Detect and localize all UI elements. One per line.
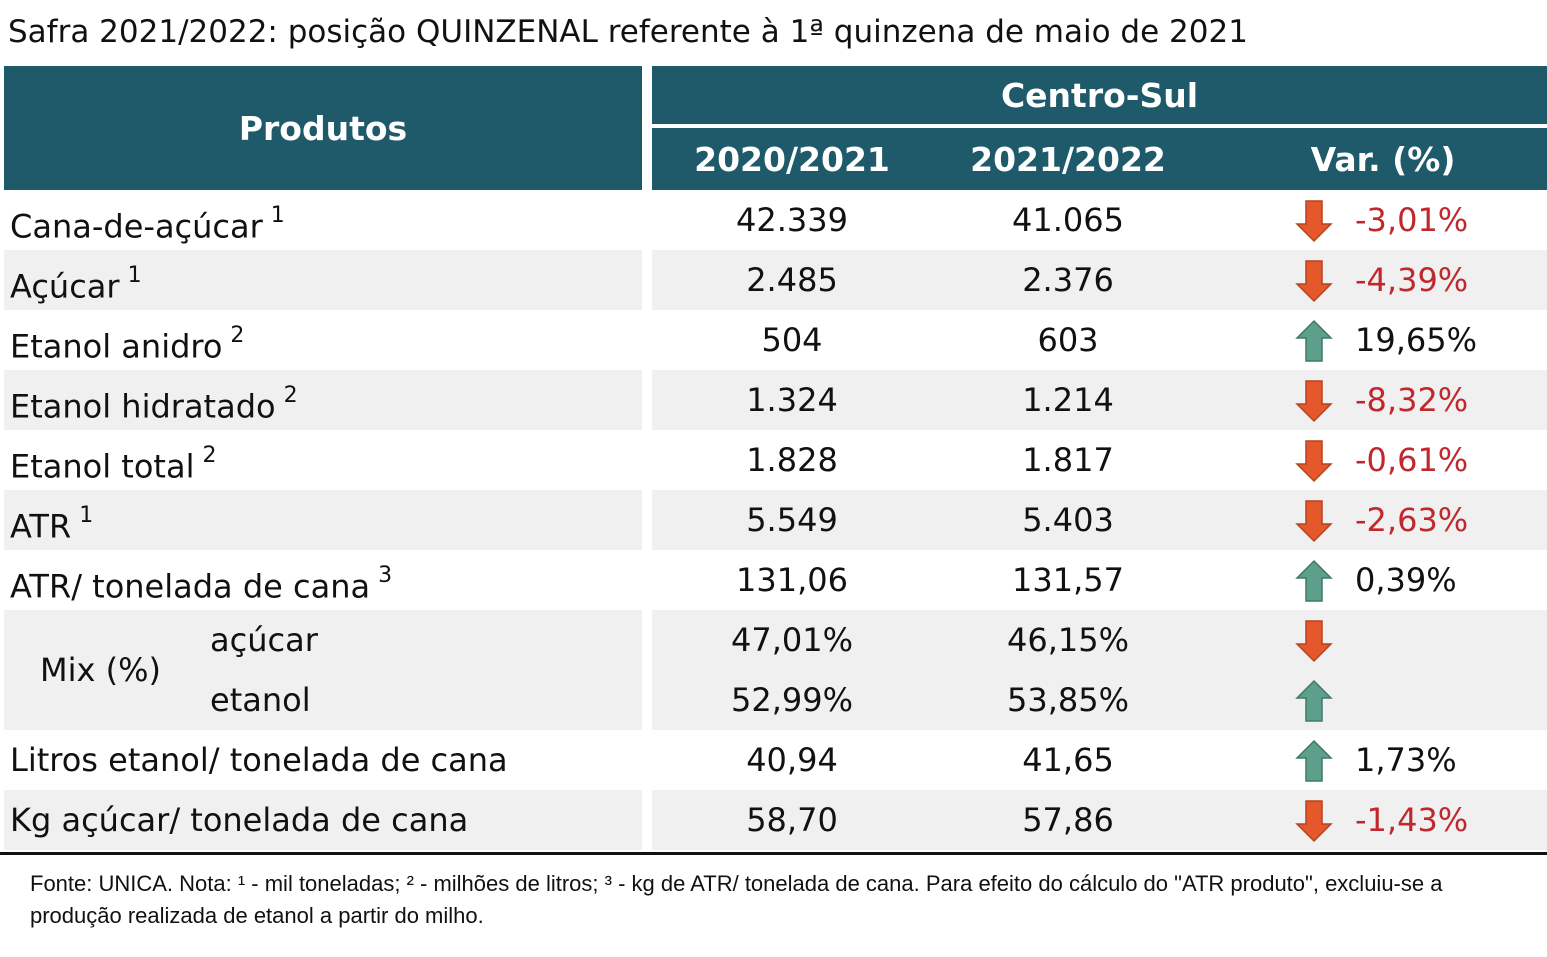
variation: -4,39% [1355, 261, 1469, 299]
row-label: Kg açúcar/ tonelada de cana [10, 790, 468, 850]
label-text: Etanol anidro [10, 327, 223, 366]
cell-value: 504 [761, 321, 823, 359]
row-label: Etanol anidro 2 [10, 310, 244, 377]
note: 2 [283, 383, 298, 408]
cell-value: 42.339 [736, 201, 848, 239]
row-label: ATR 1 [10, 490, 93, 557]
row-label: Litros etanol/ tonelada de cana [10, 730, 508, 790]
cell-value: 131,57 [1012, 561, 1124, 599]
label-text: Etanol total [10, 447, 195, 486]
label-text: ATR/ tonelada de cana [10, 567, 371, 606]
note: 1 [127, 263, 142, 288]
label-text: Litros etanol/ tonelada de cana [10, 741, 508, 779]
cell-value: 5.403 [1022, 501, 1114, 539]
label-text: Cana-de-açúcar [10, 207, 263, 246]
arrow-down [1295, 619, 1333, 663]
header-sub [652, 128, 1547, 190]
column-header: 2021/2022 [970, 140, 1166, 179]
bottom-rule [0, 852, 1547, 855]
column-header: Var. (%) [1310, 140, 1456, 179]
row-bg [652, 490, 1547, 550]
cell-value: 1.828 [746, 441, 838, 479]
mix-sub-label: etanol [210, 681, 311, 719]
note: 2 [202, 443, 217, 468]
row-bg [652, 790, 1547, 850]
cell-value: 57,86 [1022, 801, 1114, 839]
cell-value: 41.065 [1012, 201, 1124, 239]
row-label: Etanol hidratado 2 [10, 370, 298, 437]
variation: 1,73% [1355, 741, 1457, 779]
variation: -3,01% [1355, 201, 1469, 239]
note: 1 [79, 503, 94, 528]
mix-sub-label: açúcar [210, 621, 318, 659]
cell-value: 131,06 [736, 561, 848, 599]
variation: -2,63% [1355, 501, 1469, 539]
header-region: Centro-Sul [652, 66, 1547, 124]
cell-value: 2.485 [746, 261, 838, 299]
row-bg [4, 370, 642, 430]
row-label: Cana-de-açúcar 1 [10, 190, 285, 257]
row-bg [652, 250, 1547, 310]
row-bg [652, 370, 1547, 430]
footnote: Fonte: UNICA. Nota: ¹ - mil toneladas; ²… [30, 871, 1443, 928]
cell-value: 47,01% [730, 621, 853, 659]
arrow-up [1295, 559, 1333, 603]
row-label: Açúcar 1 [10, 250, 142, 317]
arrow-down [1295, 259, 1333, 303]
cell-value: 58,70 [746, 801, 838, 839]
cell-value: 40,94 [746, 741, 838, 779]
arrow-down [1295, 379, 1333, 423]
arrow-down [1295, 799, 1333, 843]
variation: -8,32% [1355, 381, 1469, 419]
cell-value: 52,99% [730, 681, 853, 719]
arrow-down [1295, 439, 1333, 483]
row-bg [4, 490, 642, 550]
row-bg [4, 250, 642, 310]
cell-value: 5.549 [746, 501, 838, 539]
variation: 19,65% [1355, 321, 1478, 359]
variation: -1,43% [1355, 801, 1469, 839]
cell-value: 41,65 [1022, 741, 1114, 779]
note: 2 [230, 323, 245, 348]
cell-value: 53,85% [1006, 681, 1129, 719]
arrow-down [1295, 499, 1333, 543]
title: Safra 2021/2022: posição QUINZENAL refer… [8, 14, 1248, 50]
row-bg [4, 610, 642, 730]
note: 1 [270, 203, 285, 228]
row-bg [652, 610, 1547, 730]
cell-value: 1.214 [1022, 381, 1114, 419]
note: 3 [378, 563, 393, 588]
label-text: Kg açúcar/ tonelada de cana [10, 801, 469, 839]
variation: -0,61% [1355, 441, 1469, 479]
arrow-up [1295, 679, 1333, 723]
label-text: Açúcar [10, 267, 120, 306]
column-header: 2020/2021 [694, 140, 890, 179]
label-text: Etanol hidratado [10, 387, 276, 426]
mix-label: Mix (%) [40, 651, 161, 689]
header-products: Produtos [4, 66, 642, 190]
arrow-down [1295, 199, 1333, 243]
cell-value: 1.817 [1022, 441, 1114, 479]
row-bg [4, 790, 642, 850]
cell-value: 1.324 [746, 381, 838, 419]
row-label: Etanol total 2 [10, 430, 216, 497]
arrow-up [1295, 739, 1333, 783]
cell-value: 603 [1037, 321, 1099, 359]
cell-value: 46,15% [1006, 621, 1129, 659]
arrow-up [1295, 319, 1333, 363]
label-text: ATR [10, 507, 72, 546]
cell-value: 2.376 [1022, 261, 1114, 299]
variation: 0,39% [1355, 561, 1457, 599]
row-label: ATR/ tonelada de cana 3 [10, 550, 392, 617]
